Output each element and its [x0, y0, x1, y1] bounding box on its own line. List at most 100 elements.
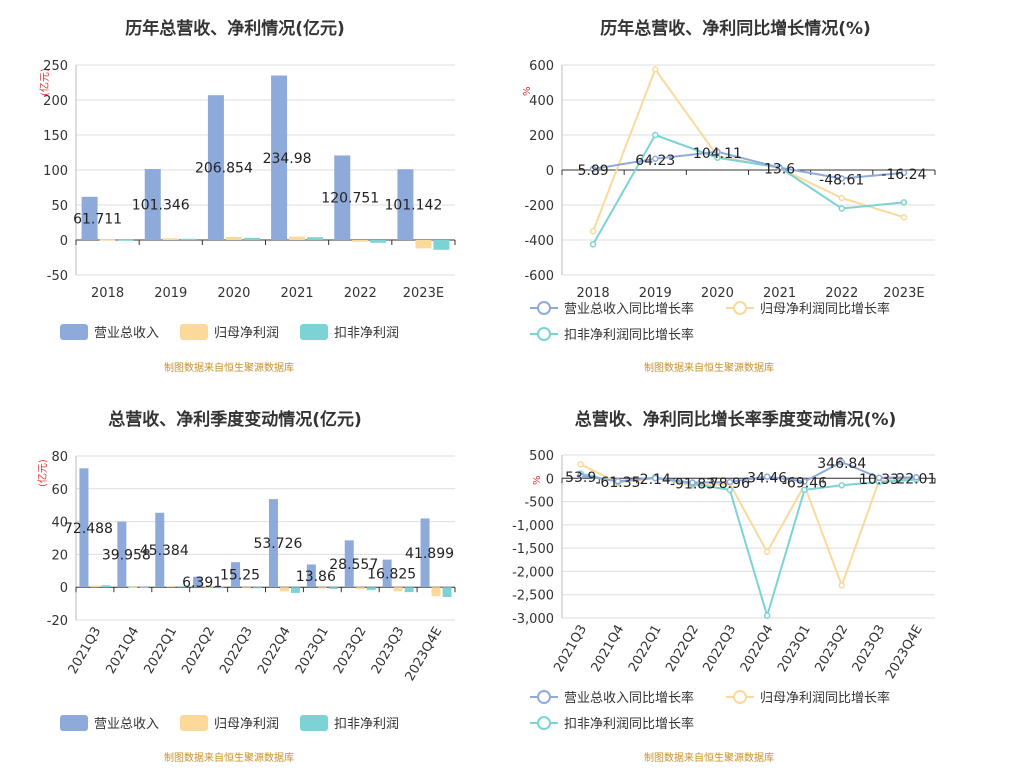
legend-item-revenue[interactable]: 营业总收入: [60, 713, 159, 732]
legend-swatch: [530, 326, 558, 342]
bar-revenue: [144, 169, 161, 240]
data-label: -48.61: [819, 173, 864, 189]
source-note: 制图数据来自恒生聚源数据库: [644, 363, 774, 374]
x-tick-label: 2020: [701, 286, 734, 300]
bar-deducted-profit: [253, 587, 263, 589]
y-tick-label: 60: [51, 483, 68, 498]
bar-net-profit: [128, 586, 138, 588]
bar-revenue: [334, 155, 351, 240]
legend-item-revenue-growth[interactable]: 营业总收入同比增长率: [530, 687, 694, 706]
x-tick-label: 2018: [91, 286, 124, 300]
legend-item-net-profit[interactable]: 归母净利润: [180, 322, 279, 341]
bar-net-profit: [279, 587, 289, 592]
series-line-revenue: [592, 150, 905, 180]
bar-net-profit: [415, 240, 432, 249]
data-point: [801, 478, 808, 485]
legend-label: 扣非净利润: [334, 326, 400, 341]
legend-item-deducted-profit[interactable]: 扣非净利润: [300, 322, 399, 341]
data-label: 5.89: [577, 163, 608, 179]
data-label: 41.899: [405, 546, 454, 562]
legend-swatch: [530, 300, 558, 316]
legend-label: 归母净利润: [214, 326, 280, 341]
legend-label: 扣非净利润同比增长率: [564, 717, 695, 732]
x-tick-label: 2022: [825, 286, 858, 300]
data-label: 10.33: [859, 472, 899, 488]
y-tick-label: 80: [51, 450, 68, 465]
legend-item-revenue[interactable]: 营业总收入: [60, 322, 159, 341]
x-tick-label: 2021Q4: [104, 625, 143, 677]
annual-growth-panel: 历年总营收、净利同比增长情况(%) % -600 -400 -200 0 200 400 6…: [510, 0, 1021, 389]
data-label: -16.24: [881, 167, 926, 183]
bar-net-profit: [317, 587, 327, 589]
data-label: 16.825: [367, 566, 416, 582]
data-label: 53.9: [565, 470, 596, 486]
bar-net-profit: [393, 587, 403, 592]
y-tick-label: -50: [47, 269, 68, 284]
data-point: [838, 458, 845, 466]
bar-deducted-profit: [139, 587, 149, 589]
x-tick-label: 2023Q4E: [403, 625, 446, 684]
legend-item-net-profit[interactable]: 归母净利润: [180, 713, 279, 732]
y-tick-label: 500: [529, 449, 554, 464]
data-point: [589, 165, 597, 173]
y-tick-label: -20: [47, 614, 68, 629]
legend-item-net-growth[interactable]: 归母净利润同比增长率: [726, 687, 890, 706]
bar-revenue: [193, 576, 203, 588]
source-note: 制图数据来自恒生聚源数据库: [164, 753, 294, 764]
legend-swatch: [300, 714, 328, 731]
legend-label: 营业总收入同比增长率: [564, 302, 695, 317]
data-point: [838, 482, 845, 489]
bar-deducted-profit: [290, 587, 300, 593]
x-tick-label: 2023Q3: [850, 623, 889, 675]
x-tick-label: 2023Q4E: [883, 623, 926, 682]
bar-net-profit: [90, 585, 100, 588]
y-tick-label: -3,000: [512, 612, 554, 627]
quarterly-growth-panel: 总营收、净利同比增长率季度变动情况(%) % -3,000 -2,500 -2,00…: [510, 389, 1021, 778]
x-tick-label: 2023Q2: [812, 623, 851, 675]
bar-revenue: [117, 521, 127, 588]
legend-item-deducted-profit[interactable]: 扣非净利润: [300, 713, 399, 732]
x-tick-label: 2023Q2: [331, 625, 370, 677]
data-point: [726, 478, 734, 486]
bar-deducted-profit: [117, 239, 134, 241]
data-point: [913, 474, 920, 481]
x-tick-label: 2023E: [883, 286, 924, 300]
data-point: [714, 148, 721, 156]
x-tick-label: 2020: [217, 286, 250, 300]
data-label: 22.01: [896, 471, 936, 487]
data-label: 101.346: [132, 198, 190, 214]
bar-net-profit: [225, 236, 242, 240]
y-tick-label: 0: [60, 234, 68, 249]
bar-deducted-profit: [404, 587, 414, 593]
data-point: [838, 205, 845, 212]
quarterly-revenue-profit-panel: 总营收、净利季度变动情况(亿元) (亿元) -20 0 20 40 60 80 2021Q3…: [0, 389, 510, 778]
data-point: [763, 548, 771, 556]
legend-swatch: [180, 714, 208, 731]
data-point: [838, 175, 845, 182]
data-point: [875, 474, 883, 482]
legend-item-deducted-growth[interactable]: 扣非净利润同比增长率: [530, 713, 694, 732]
y-tick-label: 150: [43, 129, 68, 144]
y-tick-label: -500: [524, 496, 554, 511]
data-point: [689, 479, 696, 486]
data-point: [589, 228, 597, 235]
data-point: [838, 582, 845, 589]
legend-label: 归母净利润同比增长率: [760, 302, 891, 317]
annual-bar-chart: -50 0 50 100 150 200 250 2018 2019 2020 2021 2022 20…: [43, 59, 456, 300]
chart-title: 历年总营收、净利情况(亿元): [125, 19, 345, 39]
y-tick-label: 0: [60, 581, 68, 596]
bar-net-profit: [204, 587, 214, 589]
legend-label: 营业总收入: [94, 717, 160, 732]
legend-item-revenue-growth[interactable]: 营业总收入同比增长率: [530, 298, 694, 317]
bar-net-profit: [289, 236, 306, 240]
bar-deducted-profit: [370, 240, 387, 243]
legend-item-net-growth[interactable]: 归母净利润同比增长率: [726, 298, 890, 317]
annual-revenue-profit-panel: 历年总营收、净利情况(亿元) (亿元) -50 0 50 100 150 200 250 20…: [0, 0, 510, 389]
x-tick-label: 2022Q1: [626, 623, 665, 675]
data-point: [838, 194, 845, 202]
data-label: 28.557: [329, 557, 378, 573]
x-tick-label: 2022Q3: [701, 623, 740, 675]
legend-item-deducted-growth[interactable]: 扣非净利润同比增长率: [530, 324, 694, 343]
data-label: 6.391: [182, 575, 222, 591]
